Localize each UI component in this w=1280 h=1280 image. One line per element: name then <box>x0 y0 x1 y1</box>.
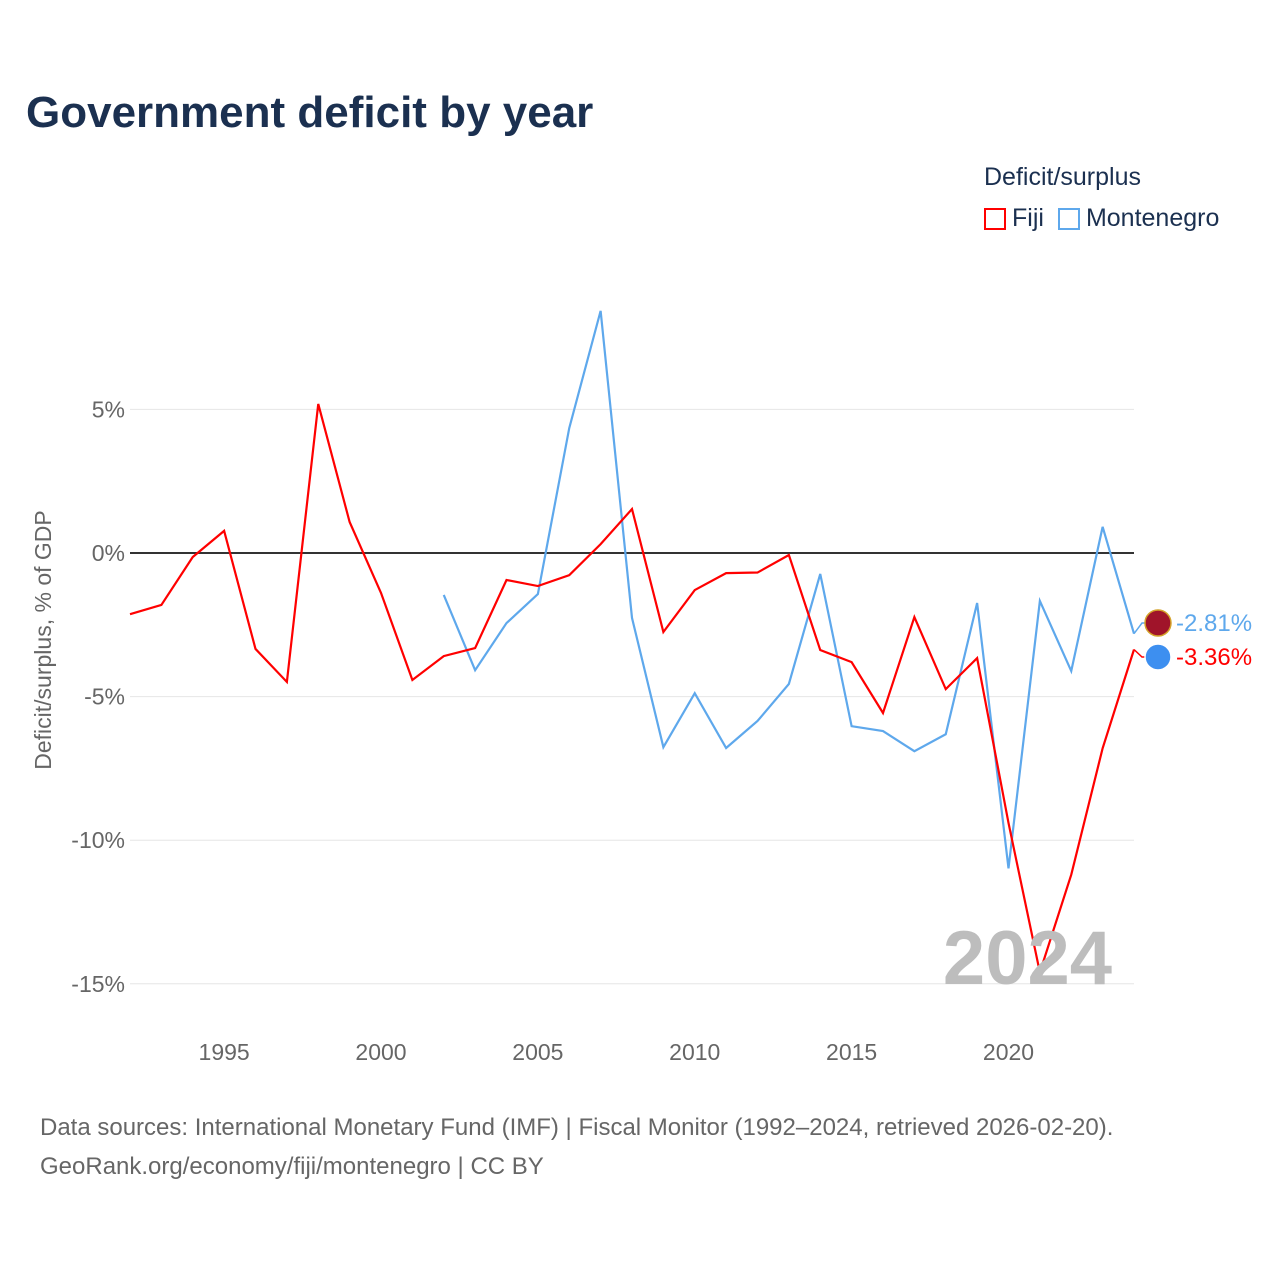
end-connector <box>1133 648 1146 658</box>
end-connector <box>1133 622 1146 635</box>
x-tick-label: 2020 <box>983 1039 1034 1065</box>
legend-label: Fiji <box>1012 204 1044 232</box>
legend-item-fiji[interactable]: Fiji <box>984 204 1044 233</box>
series-line-fiji <box>129 403 1136 977</box>
flag-montenegro-icon <box>1144 609 1172 637</box>
legend-swatch-montenegro <box>1057 208 1080 230</box>
legend: Fiji Montenegro <box>984 204 1219 233</box>
y-tick-label: -10% <box>71 827 125 853</box>
legend-item-montenegro[interactable]: Montenegro <box>1057 204 1220 233</box>
end-value-label: -3.36% <box>1176 644 1252 671</box>
x-tick-label: 1995 <box>199 1039 250 1065</box>
flag-fiji-icon <box>1144 643 1172 671</box>
source-line: Data sources: International Monetary Fun… <box>40 1114 1114 1141</box>
y-tick-label: -5% <box>84 684 125 710</box>
x-tick-label: 2005 <box>512 1039 563 1065</box>
x-tick-label: 2000 <box>355 1039 406 1065</box>
series-line-montenegro <box>442 310 1136 869</box>
x-tick-label: 2015 <box>826 1039 877 1065</box>
year-watermark: 2024 <box>943 916 1112 1001</box>
y-tick-label: 0% <box>92 540 125 566</box>
end-value-label: -2.81% <box>1176 610 1252 637</box>
y-axis-label: Deficit/surplus, % of GDP <box>30 510 56 769</box>
y-tick-label: 5% <box>92 396 125 422</box>
chart-title: Government deficit by year <box>26 88 594 137</box>
source-link[interactable]: GeoRank.org/economy/fiji/montenegro | CC… <box>40 1153 544 1180</box>
x-tick-label: 2010 <box>669 1039 720 1065</box>
y-tick-label: -15% <box>71 971 125 997</box>
legend-title: Deficit/surplus <box>984 163 1141 191</box>
legend-swatch-fiji <box>984 208 1006 230</box>
source-note: Data sources: International Monetary Fun… <box>40 1108 1113 1186</box>
legend-label: Montenegro <box>1085 204 1220 232</box>
